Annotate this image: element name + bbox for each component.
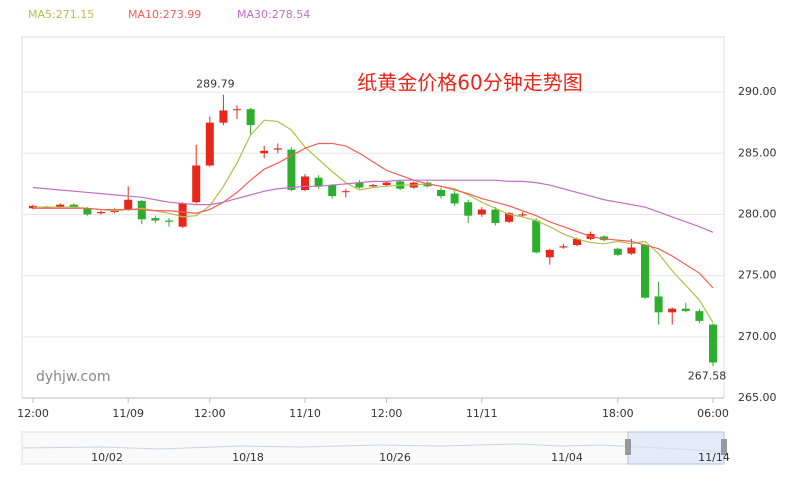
ma-line bbox=[32, 179, 714, 233]
candle-body bbox=[165, 220, 173, 222]
navigator-handle[interactable] bbox=[721, 439, 727, 455]
candle-body bbox=[437, 189, 445, 197]
candle-body bbox=[83, 208, 92, 215]
ma-line bbox=[33, 142, 714, 289]
candle-body bbox=[124, 199, 133, 210]
navigator-label: 11/14 bbox=[698, 451, 730, 464]
candle-body bbox=[532, 220, 541, 253]
candle-body bbox=[69, 204, 78, 208]
candle-body bbox=[233, 109, 241, 111]
candle-body bbox=[137, 200, 146, 220]
candle-body bbox=[464, 202, 473, 216]
candle-body bbox=[518, 214, 527, 216]
candle-body bbox=[491, 209, 500, 224]
x-tick-label: 11/09 bbox=[112, 407, 144, 420]
chart-title: 纸黄金价格60分钟走势图 bbox=[357, 71, 582, 95]
candle-body bbox=[627, 247, 636, 254]
candle-body bbox=[423, 182, 432, 187]
x-tick-label: 12:00 bbox=[17, 407, 49, 420]
y-tick-label: 285.00 bbox=[738, 146, 777, 159]
max-label: 289.79 bbox=[196, 78, 235, 91]
candle-body bbox=[205, 122, 214, 166]
candle-body bbox=[559, 246, 568, 248]
candle-body bbox=[56, 204, 65, 208]
y-tick-label: 275.00 bbox=[738, 269, 777, 282]
candle-body bbox=[695, 311, 704, 321]
navigator-label: 11/04 bbox=[551, 451, 583, 464]
candle-body bbox=[273, 148, 282, 150]
candle-body bbox=[328, 185, 337, 197]
x-tick-label: 06:00 bbox=[697, 407, 729, 420]
candle-body bbox=[301, 176, 309, 190]
x-tick-label: 12:00 bbox=[194, 407, 226, 420]
legend-entry: MA5:271.15 bbox=[28, 8, 94, 21]
x-tick-label: 11/11 bbox=[466, 407, 498, 420]
candle-body bbox=[219, 110, 228, 123]
candle-body bbox=[681, 308, 690, 312]
candle-body bbox=[97, 211, 105, 214]
candle-body bbox=[641, 245, 649, 298]
y-tick-label: 290.00 bbox=[738, 85, 777, 98]
ma-line bbox=[33, 119, 714, 324]
candle-body bbox=[477, 209, 486, 215]
x-tick-label: 11/10 bbox=[289, 407, 321, 420]
min-label: 267.58 bbox=[688, 369, 727, 382]
legend-entry: MA30:278.54 bbox=[237, 8, 310, 21]
candle-body bbox=[450, 193, 459, 204]
y-tick-label: 280.00 bbox=[738, 207, 777, 220]
candle-body bbox=[382, 182, 391, 186]
candle-body bbox=[260, 150, 269, 154]
y-tick-label: 265.00 bbox=[738, 391, 777, 404]
candle-body bbox=[505, 213, 513, 222]
candle-body bbox=[654, 296, 663, 313]
candle-body bbox=[369, 185, 377, 187]
candle-body bbox=[545, 249, 554, 258]
y-tick-label: 270.00 bbox=[738, 330, 777, 343]
x-tick-label: 18:00 bbox=[602, 407, 634, 420]
candle-body bbox=[573, 238, 581, 246]
candle-body bbox=[192, 165, 201, 203]
navigator-label: 10/02 bbox=[91, 451, 123, 464]
candle-body bbox=[709, 324, 717, 363]
candle-body bbox=[246, 109, 255, 126]
navigator-label: 10/18 bbox=[232, 451, 264, 464]
candle-body bbox=[151, 218, 160, 221]
navigator-handle[interactable] bbox=[625, 439, 631, 455]
candle-body bbox=[178, 203, 187, 227]
candle-body bbox=[287, 149, 296, 190]
x-tick-label: 12:00 bbox=[371, 407, 403, 420]
legend-entry: MA10:273.99 bbox=[128, 8, 201, 21]
navigator-label: 10/26 bbox=[379, 451, 411, 464]
candle-body bbox=[341, 191, 350, 193]
candle-body bbox=[314, 177, 323, 187]
candle-body bbox=[668, 308, 677, 313]
candle-body bbox=[355, 182, 364, 188]
watermark: dyhjw.com bbox=[36, 369, 110, 385]
candle-body bbox=[600, 236, 609, 241]
candle-body bbox=[613, 248, 622, 255]
